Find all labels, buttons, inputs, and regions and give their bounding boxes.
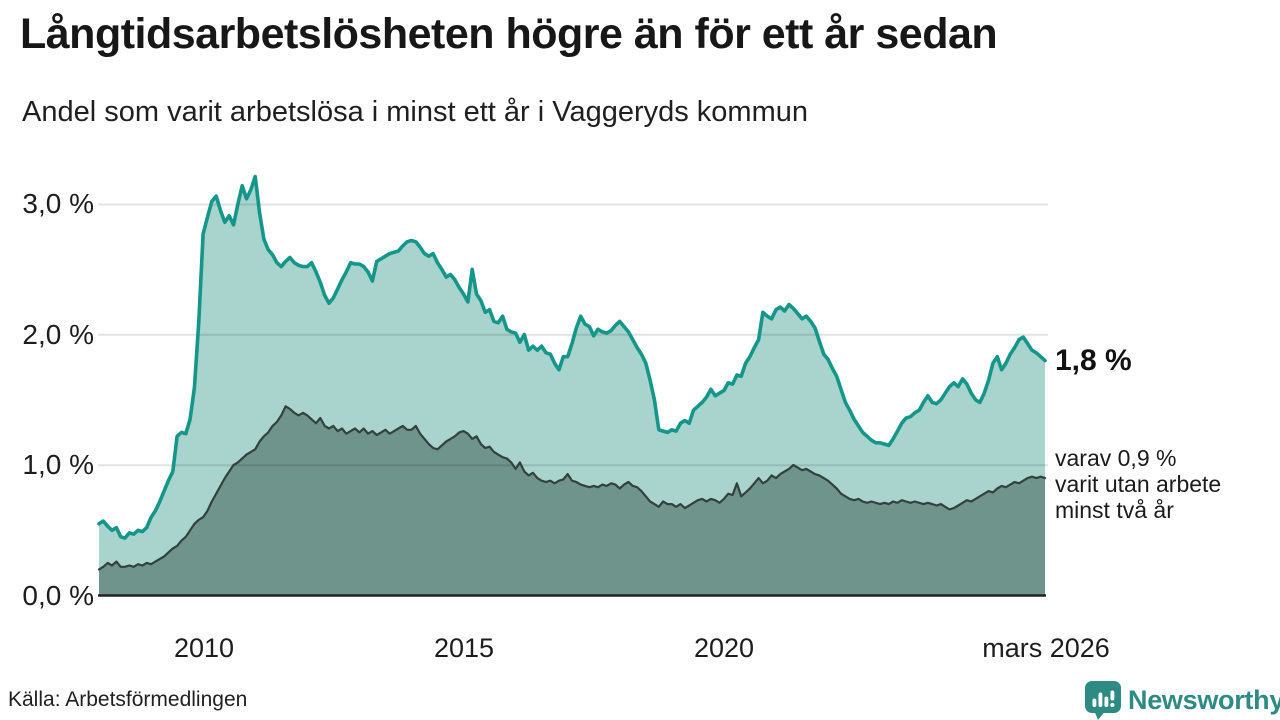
line-series-min-one-year [97, 174, 1047, 540]
y-tick-3: 3,0 % [22, 188, 94, 219]
y-tick-2: 2,0 % [22, 319, 94, 350]
series-strokes [97, 174, 1047, 571]
area-fills [99, 176, 1045, 596]
page-title: Långtidsarbetslösheten högre än för ett … [20, 10, 998, 58]
x-tick-mars-2026: mars 2026 [982, 633, 1110, 663]
x-tick-2020: 2020 [693, 633, 755, 663]
secondary-value-label: varav 0,9 % varit utan arbete minst två … [1055, 445, 1221, 523]
latest-value-label: 1,8 % [1055, 344, 1132, 377]
area-series-min-two-years [99, 406, 1045, 596]
y-tick-0: 0,0 % [22, 580, 94, 611]
chart-subtitle: Andel som varit arbetslösa i minst ett å… [22, 96, 809, 128]
newsworthy-logo-text: Newsworthy [1128, 685, 1280, 715]
line-series-min-two-years [97, 405, 1047, 571]
newsworthy-logo-icon [1085, 681, 1121, 720]
secondary-value-line2: varit utan arbete [1055, 471, 1222, 497]
x-tick-2015: 2015 [433, 633, 495, 663]
secondary-value-line1: varav 0,9 % [1055, 445, 1177, 471]
y-tick-1: 1,0 % [22, 449, 94, 480]
source-credit: Källa: Arbetsförmedlingen [8, 688, 248, 711]
secondary-value-line3: minst två år [1055, 497, 1174, 523]
x-tick-2010: 2010 [173, 633, 235, 663]
